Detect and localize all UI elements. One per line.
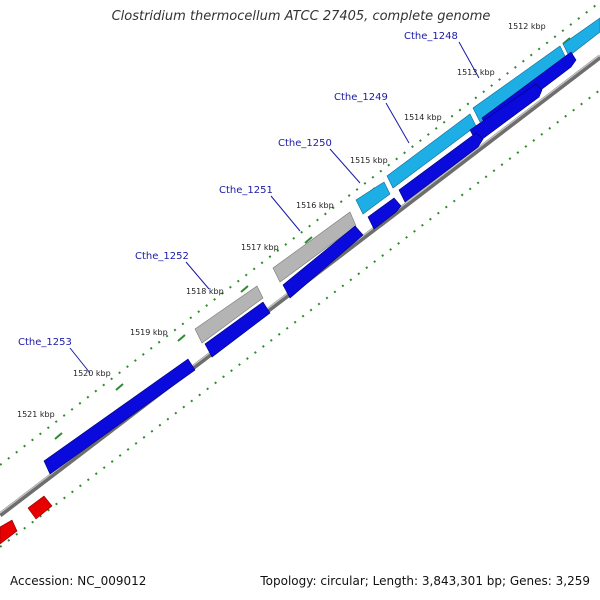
leader-cthe-1248	[458, 41, 480, 79]
tick-label-1512: 1512 kbp	[508, 22, 546, 31]
tick-1516	[304, 236, 313, 244]
gene-cthe-1249-cyan	[472, 45, 567, 123]
tick-label-1513: 1513 kbp	[457, 68, 495, 77]
gene-label-cthe-1252: Cthe_1252	[135, 251, 189, 262]
red-gene-1	[27, 495, 53, 520]
gene-cthe-1251-gray	[272, 211, 357, 283]
gene-cthe-1248-cyan	[562, 17, 600, 57]
leader-cthe-1249	[385, 102, 410, 144]
tick-label-1514: 1514 kbp	[404, 113, 442, 122]
gene-cthe-1252-arrow	[282, 225, 364, 299]
leader-cthe-1253	[69, 347, 91, 374]
gene-label-cthe-1251: Cthe_1251	[219, 185, 273, 196]
inner-gene-track	[43, 51, 577, 475]
outer-gene-track	[194, 17, 600, 344]
gene-cthe-1250-arrow	[398, 132, 484, 203]
tick-labels: 1512 kbp 1513 kbp 1514 kbp 1515 kbp 1516…	[17, 22, 546, 419]
gene-cthe-1254-arrow	[43, 358, 196, 475]
red-gene-2	[0, 519, 18, 545]
leader-cthe-1250	[329, 148, 361, 184]
tick-label-1518: 1518 kbp	[186, 287, 224, 296]
tick-1517	[240, 285, 249, 293]
outer-dotted-ring	[0, 1, 600, 466]
inner-dotted-ring	[0, 89, 600, 548]
leader-cthe-1251	[270, 195, 301, 232]
tick-label-1517: 1517 kbp	[241, 243, 279, 252]
tick-1519	[115, 383, 124, 391]
gene-label-cthe-1250: Cthe_1250	[278, 138, 332, 149]
gene-labels: Cthe_1248 Cthe_1249 Cthe_1250 Cthe_1251 …	[18, 31, 458, 348]
gene-cthe-1250-cyan	[386, 113, 477, 189]
leader-cthe-1252	[185, 261, 210, 290]
tick-1520	[54, 432, 63, 440]
gene-label-cthe-1249: Cthe_1249	[334, 92, 388, 103]
reverse-gene-track	[0, 495, 53, 545]
tick-1518	[177, 334, 186, 342]
gene-cthe-1251-cyan	[355, 181, 391, 215]
gene-cthe-1251-arrow	[367, 197, 402, 230]
tick-label-1516: 1516 kbp	[296, 201, 334, 210]
gene-label-cthe-1253: Cthe_1253	[18, 337, 72, 348]
tick-label-1515: 1515 kbp	[350, 156, 388, 165]
tick-label-1521: 1521 kbp	[17, 410, 55, 419]
gene-cthe-1253-arrow	[204, 301, 271, 358]
tick-label-1520: 1520 kbp	[73, 369, 111, 378]
gene-cthe-1249-arrow	[469, 83, 543, 144]
gene-cthe-1252-gray	[194, 285, 264, 344]
gene-label-cthe-1248: Cthe_1248	[404, 31, 458, 42]
map-title: Clostridium thermocellum ATCC 27405, com…	[111, 9, 491, 24]
genome-summary-text: Topology: circular; Length: 3,843,301 bp…	[260, 574, 590, 588]
accession-text: Accession: NC_009012	[10, 574, 147, 588]
label-leaders	[69, 41, 480, 374]
tick-label-1519: 1519 kbp	[130, 328, 168, 337]
